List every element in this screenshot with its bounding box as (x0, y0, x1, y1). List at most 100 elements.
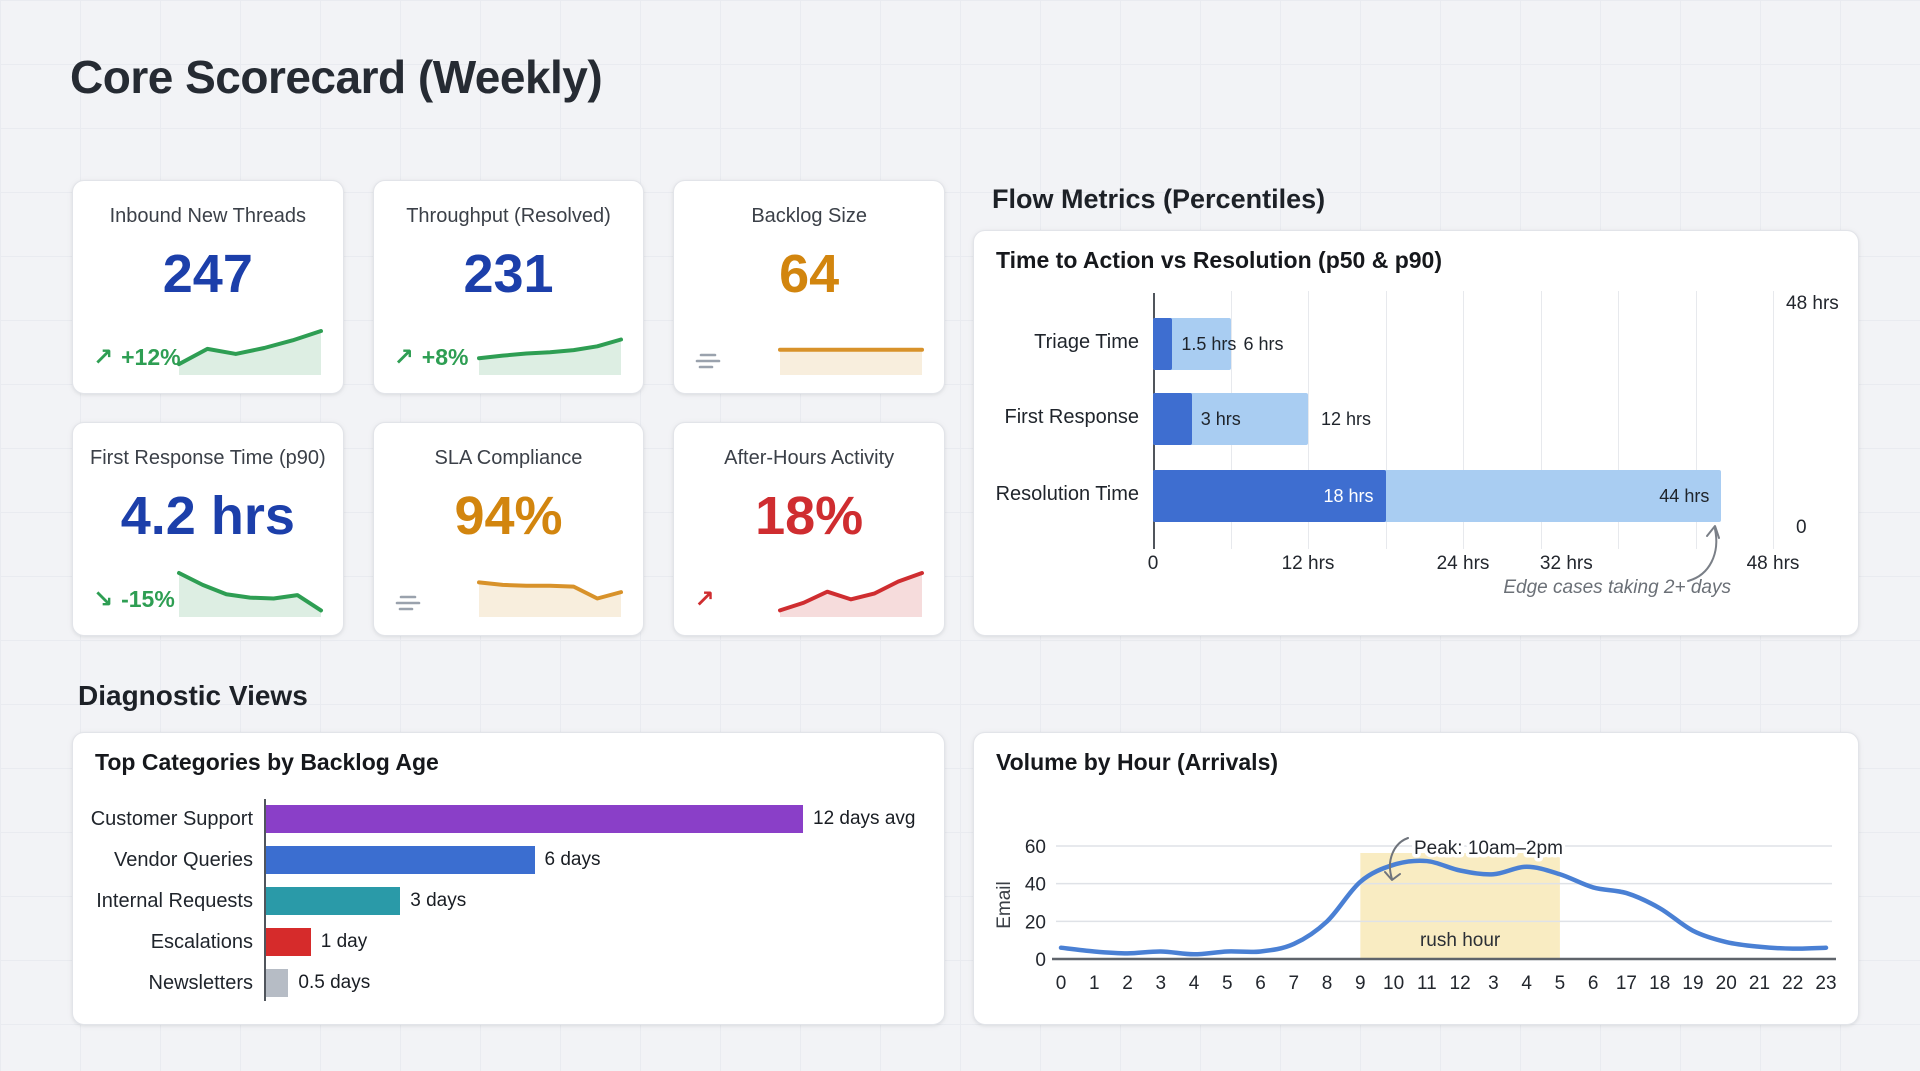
kpi-trend-value: +12% (121, 343, 181, 370)
backlog-value-label: 0.5 days (298, 972, 371, 993)
backlog-category-label: Newsletters (148, 972, 253, 994)
volume-x-tick: 9 (1355, 973, 1366, 994)
kpi-value: 247 (162, 244, 253, 304)
sparkline-line (777, 571, 924, 613)
volume-x-tick: 21 (1749, 973, 1770, 994)
volume-x-tick: 12 (1450, 973, 1471, 994)
flow-bar-p50 (1153, 318, 1173, 370)
trend-down-icon: ↘ (93, 585, 114, 613)
backlog-axis-line (264, 799, 266, 1001)
volume-x-tick: 19 (1682, 973, 1703, 994)
flow-bar-label-p50: 18 hrs (1323, 486, 1374, 506)
backlog-value-label: 1 day (320, 931, 368, 952)
backlog-bar (266, 969, 289, 997)
kpi-trend (394, 593, 430, 613)
flow-bar-p50 (1153, 393, 1192, 445)
sparkline-area (178, 573, 321, 617)
backlog-category-label: Escalations (150, 931, 253, 953)
page-title: Core Scorecard (Weekly) (70, 51, 603, 103)
kpi-value: 4.2 hrs (120, 486, 295, 546)
backlog-value-label: 3 days (410, 890, 467, 911)
flow-bar-label-p50: 1.5 hrs (1181, 334, 1237, 354)
flow-x-tick: 0 (1147, 553, 1159, 574)
kpi-card: First Response Time (p90) 4.2 hrs ↘ -15% (72, 422, 344, 636)
kpi-card: After-Hours Activity 18% ↗ (673, 422, 945, 636)
backlog-card: Top Categories by Backlog Age Customer S… (72, 732, 945, 1025)
sparkline-line (176, 571, 323, 613)
volume-x-tick: 6 (1588, 973, 1599, 994)
flow-gridline (1385, 291, 1387, 549)
flow-bar-label-p90: 12 hrs (1321, 409, 1372, 429)
volume-y-tick: 0 (1035, 950, 1046, 971)
trend-up-icon: ↗ (694, 585, 715, 613)
kpi-trend-value: +8% (421, 343, 469, 370)
volume-x-tick: 8 (1322, 973, 1333, 994)
backlog-chart-title: Top Categories by Backlog Age (95, 749, 439, 775)
kpi-label: Throughput (Resolved) (406, 205, 611, 227)
volume-y-tick: 60 (1025, 837, 1046, 858)
sparkline-line (176, 329, 323, 367)
flow-right-axis-label-bottom: 0 (1796, 517, 1807, 538)
volume-x-tick: 4 (1521, 973, 1532, 994)
volume-x-tick: 11 (1417, 973, 1437, 994)
backlog-bar (266, 846, 535, 874)
kpi-label: First Response Time (p90) (90, 447, 326, 469)
kpi-trend (694, 351, 730, 371)
flow-x-tick: 48 hrs (1746, 553, 1800, 574)
kpi-trend: ↗ (694, 585, 722, 613)
volume-x-tick: 20 (1716, 973, 1737, 994)
flow-x-tick: 24 hrs (1436, 553, 1490, 574)
backlog-bar (266, 928, 311, 956)
kpi-card: Throughput (Resolved) 231 ↗ +8% (372, 180, 645, 394)
backlog-category-label: Internal Requests (96, 890, 253, 912)
kpi-sparkline (776, 325, 926, 377)
kpi-value: 64 (779, 244, 840, 304)
kpi-label: Inbound New Threads (109, 205, 307, 227)
kpi-sparkline (175, 567, 325, 619)
kpi-value: 94% (454, 486, 563, 546)
flow-gridline (1695, 291, 1697, 549)
kpi-trend: ↗ +8% (394, 343, 469, 371)
peak-annotation: Peak: 10am–2pm (1414, 838, 1563, 859)
flow-section-title: Flow Metrics (Percentiles) (992, 184, 1326, 214)
kpi-trend-value: -15% (121, 585, 175, 612)
volume-x-tick: 0 (1056, 973, 1067, 994)
kpi-value: 231 (463, 244, 554, 304)
flow-category-label: Resolution Time (995, 483, 1139, 505)
backlog-category-label: Customer Support (90, 808, 253, 830)
kpi-label: SLA Compliance (434, 447, 583, 469)
flow-x-tick: 32 hrs (1539, 553, 1593, 574)
volume-line (1058, 858, 1829, 957)
backlog-bar (266, 805, 803, 833)
flow-bar-p50 (1153, 470, 1386, 522)
kpi-sparkline (475, 567, 625, 619)
volume-x-tick: 5 (1555, 973, 1566, 994)
backlog-bar (266, 887, 401, 915)
kpi-label: Backlog Size (751, 205, 867, 227)
flow-bar-label-p90: 6 hrs (1243, 334, 1284, 354)
sparkline-line (477, 580, 624, 601)
volume-x-tick: 4 (1189, 973, 1200, 994)
volume-card: Volume by Hour (Arrivals) 0 20 40 60 Email 0 1… (973, 732, 1859, 1025)
peak-annotation-arrow-icon (1389, 837, 1409, 880)
rush-hour-label: rush hour (1420, 930, 1501, 951)
volume-x-tick: 23 (1815, 973, 1836, 994)
sparkline-area (779, 573, 922, 617)
volume-x-tick: 3 (1155, 973, 1166, 994)
volume-chart-title: Volume by Hour (Arrivals) (996, 749, 1279, 775)
flow-right-axis-label-top: 48 hrs (1786, 293, 1839, 314)
sparkline-area (479, 582, 622, 617)
backlog-category-label: Vendor Queries (114, 849, 253, 871)
kpi-label: After-Hours Activity (724, 447, 895, 469)
kpi-trend: ↗ +12% (93, 343, 181, 371)
flow-gridline (1618, 291, 1619, 549)
flow-gridline (1773, 291, 1774, 549)
volume-x-tick: 22 (1782, 973, 1803, 994)
flow-bar-label-p50: 3 hrs (1200, 409, 1241, 429)
volume-x-tick: 17 (1616, 973, 1637, 994)
kpi-grid: Inbound New Threads 247 ↗ +12% Throughpu… (72, 180, 945, 636)
volume-x-tick: 3 (1488, 973, 1499, 994)
trend-up-icon: ↗ (93, 343, 114, 371)
volume-x-tick: 6 (1255, 973, 1266, 994)
